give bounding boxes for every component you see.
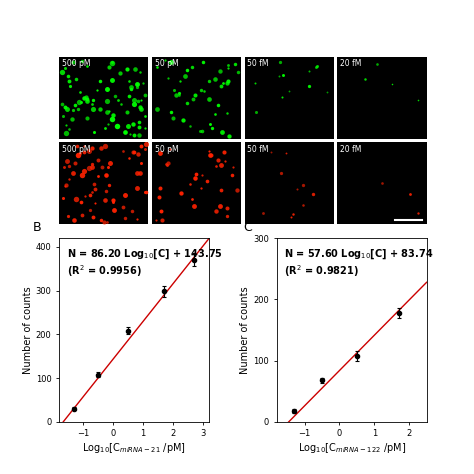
Text: 50 pM: 50 pM bbox=[155, 145, 178, 154]
Text: B: B bbox=[32, 221, 41, 234]
Text: 500 pM: 500 pM bbox=[62, 59, 91, 68]
Y-axis label: Number of counts: Number of counts bbox=[240, 286, 250, 374]
X-axis label: Log$_{10}$[C$_{miRNA-122}$ /pM]: Log$_{10}$[C$_{miRNA-122}$ /pM] bbox=[298, 441, 406, 455]
Text: 50 pM: 50 pM bbox=[155, 59, 178, 68]
Text: 50 fM: 50 fM bbox=[247, 145, 269, 154]
Text: N = 57.60 Log$_{10}$[C] + 83.74
(R$^2$ = 0.9821): N = 57.60 Log$_{10}$[C] + 83.74 (R$^2$ =… bbox=[284, 247, 434, 279]
Text: 50 fM: 50 fM bbox=[247, 59, 269, 68]
X-axis label: Log$_{10}$[C$_{miRNA-21}$ /pM]: Log$_{10}$[C$_{miRNA-21}$ /pM] bbox=[82, 441, 186, 455]
Y-axis label: Number of counts: Number of counts bbox=[23, 286, 33, 374]
Text: 500 pM: 500 pM bbox=[62, 145, 91, 154]
Text: N = 86.20 Log$_{10}$[C] + 143.75
(R$^2$ = 0.9956): N = 86.20 Log$_{10}$[C] + 143.75 (R$^2$ … bbox=[67, 247, 223, 279]
Text: 20 fM: 20 fM bbox=[340, 145, 362, 154]
Text: C: C bbox=[244, 221, 253, 234]
Text: 20 fM: 20 fM bbox=[340, 59, 362, 68]
